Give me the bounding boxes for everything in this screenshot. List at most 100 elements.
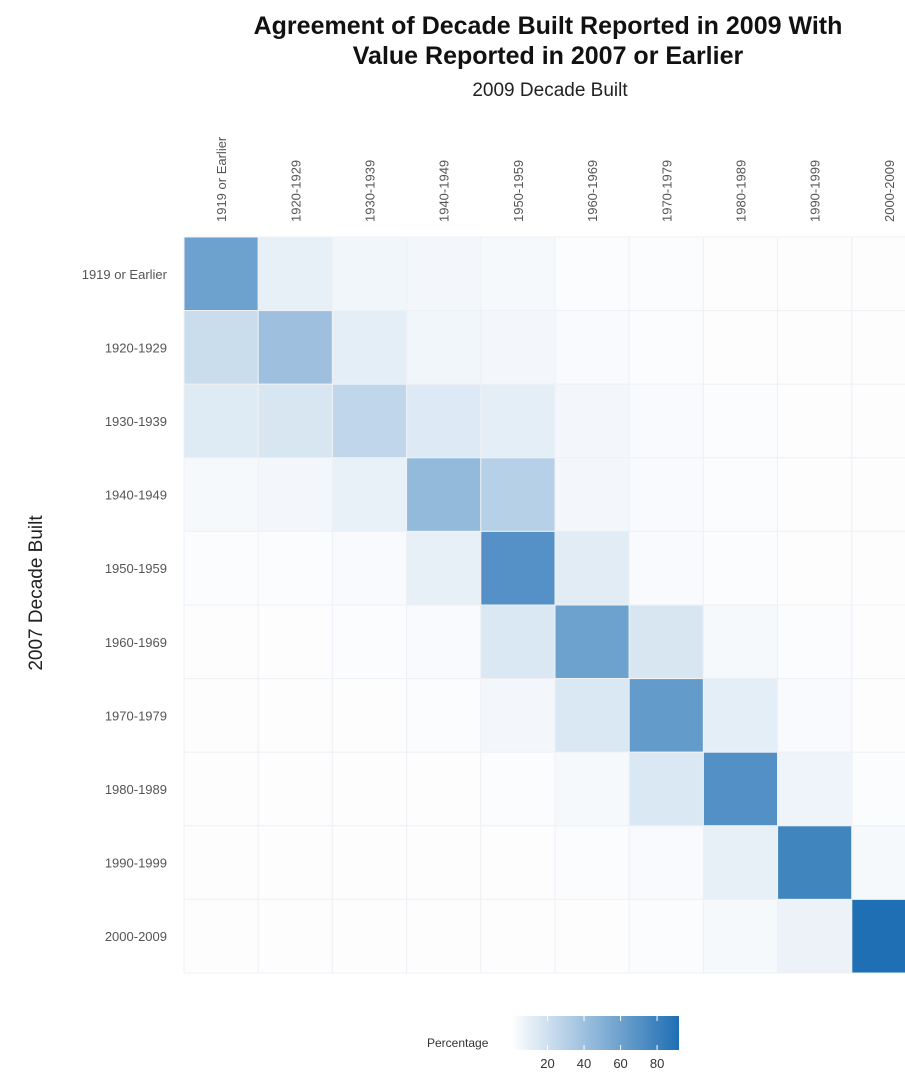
heatmap-cell bbox=[628, 898, 704, 974]
heatmap-cell bbox=[777, 310, 853, 385]
x-tick-labels: 1919 or Earlier 1920-1929 1930-1939 1940-19… bbox=[214, 136, 897, 222]
heatmap-cell bbox=[628, 457, 704, 532]
legend-tick-label: 60 bbox=[613, 1056, 627, 1071]
heatmap-cell bbox=[183, 530, 259, 606]
heatmap-cell bbox=[702, 530, 779, 606]
heatmap-cell bbox=[702, 825, 779, 900]
x-tick-label: 1990-1999 bbox=[808, 160, 823, 222]
y-tick-label: 1970-1979 bbox=[105, 708, 167, 723]
heatmap-cell bbox=[480, 604, 556, 680]
heatmap-cell bbox=[183, 604, 259, 680]
heatmap-cell bbox=[480, 825, 556, 900]
heatmap-cell bbox=[777, 825, 853, 900]
heatmap-cell bbox=[257, 457, 333, 532]
heatmap-cell bbox=[554, 898, 630, 974]
heatmap-cell bbox=[406, 236, 482, 312]
y-tick-label: 1950-1959 bbox=[105, 561, 167, 576]
heatmap-cell bbox=[480, 530, 556, 606]
heatmap-cell bbox=[257, 898, 333, 974]
heatmap-cell bbox=[183, 310, 259, 385]
heatmap-cell bbox=[183, 383, 259, 459]
y-tick-label: 1980-1989 bbox=[105, 782, 167, 797]
heatmap-cell bbox=[777, 383, 853, 459]
heatmap-cell bbox=[777, 898, 853, 974]
x-tick-label: 1919 or Earlier bbox=[214, 136, 229, 222]
heatmap-cell bbox=[554, 751, 630, 827]
heatmap-cell bbox=[851, 678, 905, 753]
y-tick-label: 1920-1929 bbox=[105, 340, 167, 355]
y-axis-title: 2007 Decade Built bbox=[26, 515, 47, 671]
heatmap-cell bbox=[702, 236, 779, 312]
legend-tick-label: 20 bbox=[540, 1056, 554, 1071]
heatmap-cell bbox=[777, 236, 853, 312]
x-tick-label: 1980-1989 bbox=[734, 160, 749, 222]
heatmap-cell bbox=[851, 751, 905, 827]
heatmap-cell bbox=[406, 751, 482, 827]
heatmap-cell bbox=[851, 310, 905, 385]
heatmap-cell bbox=[702, 898, 779, 974]
heatmap-cell bbox=[257, 751, 333, 827]
heatmap-cell bbox=[331, 825, 408, 900]
x-tick-label: 1970-1979 bbox=[659, 160, 674, 222]
heatmap-cell bbox=[406, 457, 482, 532]
heatmap-cell bbox=[183, 678, 259, 753]
heatmap-cell bbox=[183, 898, 259, 974]
heatmap-cell bbox=[480, 383, 556, 459]
heatmap-cell bbox=[851, 457, 905, 532]
legend-tick-label: 80 bbox=[650, 1056, 664, 1071]
heatmap-cell bbox=[331, 678, 408, 753]
heatmap-cells bbox=[183, 236, 905, 974]
heatmap-cell bbox=[257, 678, 333, 753]
legend-color-bar bbox=[511, 1016, 679, 1050]
heatmap-cell bbox=[628, 236, 704, 312]
heatmap-cell bbox=[702, 604, 779, 680]
legend-title: Percentage bbox=[427, 1036, 489, 1050]
y-tick-label: 1940-1949 bbox=[105, 488, 167, 503]
heatmap-cell bbox=[777, 751, 853, 827]
chart-title-line-2: Value Reported in 2007 or Earlier bbox=[353, 42, 744, 70]
heatmap-cell bbox=[406, 678, 482, 753]
legend-tick-label: 40 bbox=[577, 1056, 591, 1071]
heatmap-cell bbox=[183, 825, 259, 900]
heatmap-cell bbox=[331, 604, 408, 680]
y-tick-labels: 1919 or Earlier 1920-1929 1930-1939 1940-19… bbox=[82, 267, 168, 944]
x-tick-label: 1940-1949 bbox=[437, 160, 452, 222]
heatmap-cell bbox=[406, 383, 482, 459]
heatmap-cell bbox=[406, 898, 482, 974]
heatmap-cell bbox=[183, 236, 259, 312]
heatmap-cell bbox=[257, 530, 333, 606]
heatmap-cell bbox=[406, 604, 482, 680]
heatmap-cell bbox=[331, 310, 408, 385]
heatmap-cell bbox=[702, 457, 779, 532]
heatmap-cell bbox=[257, 236, 333, 312]
heatmap-cell bbox=[406, 825, 482, 900]
heatmap-cell bbox=[628, 604, 704, 680]
x-tick-label: 1920-1929 bbox=[288, 160, 303, 222]
x-tick-label: 1930-1939 bbox=[363, 160, 378, 222]
heatmap-cell bbox=[628, 530, 704, 606]
heatmap-cell bbox=[554, 310, 630, 385]
heatmap-cell bbox=[628, 383, 704, 459]
heatmap-cell bbox=[480, 457, 556, 532]
heatmap-cell bbox=[480, 310, 556, 385]
heatmap-cell bbox=[554, 383, 630, 459]
heatmap-cell bbox=[331, 457, 408, 532]
heatmap-cell bbox=[554, 457, 630, 532]
heatmap-cell bbox=[183, 751, 259, 827]
heatmap-cell bbox=[702, 751, 779, 827]
color-legend: Percentage 20 40 60 80 bbox=[427, 1016, 679, 1071]
heatmap-cell bbox=[480, 898, 556, 974]
heatmap-cell bbox=[702, 383, 779, 459]
heatmap-cell bbox=[628, 751, 704, 827]
heatmap-cell bbox=[480, 751, 556, 827]
legend-ticks: 20 40 60 80 bbox=[540, 1016, 664, 1071]
heatmap-cell bbox=[331, 383, 408, 459]
x-tick-label: 2000-2009 bbox=[882, 160, 897, 222]
heatmap-cell bbox=[480, 678, 556, 753]
y-tick-label: 1990-1999 bbox=[105, 856, 167, 871]
heatmap-cell bbox=[702, 310, 779, 385]
heatmap-cell bbox=[851, 383, 905, 459]
heatmap-cell bbox=[777, 530, 853, 606]
